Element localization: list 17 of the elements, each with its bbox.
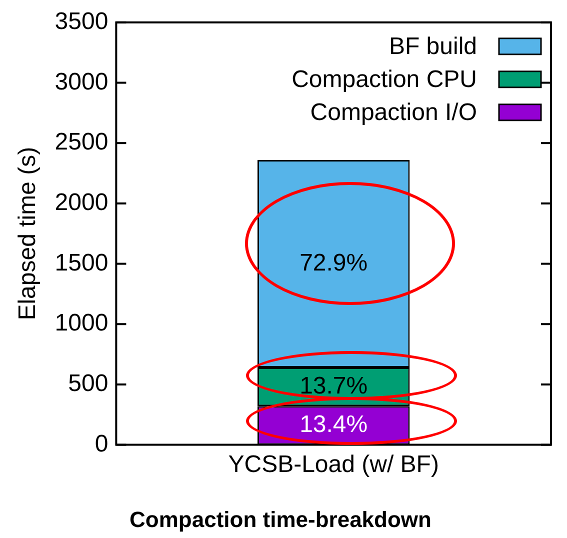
legend-label: Compaction CPU <box>292 66 477 94</box>
x-tick-label: YCSB-Load (w/ BF) <box>228 450 439 478</box>
y-tick-label: 2000 <box>54 189 108 216</box>
y-tick-label: 1000 <box>54 310 108 337</box>
legend-label: BF build <box>388 33 477 60</box>
annotation: 13.7% <box>300 372 368 400</box>
annotation: 72.9% <box>300 249 368 276</box>
y-tick-label: 0 <box>94 430 108 458</box>
y-tick-label: 3000 <box>54 68 108 96</box>
legend-label: Compaction I/O <box>310 99 477 126</box>
text: Compaction time-breakdown <box>130 506 432 532</box>
y-tick-label: 2500 <box>54 128 108 156</box>
y-axis-title: Elapsed time (s) <box>14 146 42 320</box>
y-tick-label: 500 <box>68 370 108 398</box>
y-tick-label: 1500 <box>54 249 108 276</box>
annotation: 13.4% <box>300 411 368 438</box>
y-tick-label: 3500 <box>54 8 108 36</box>
